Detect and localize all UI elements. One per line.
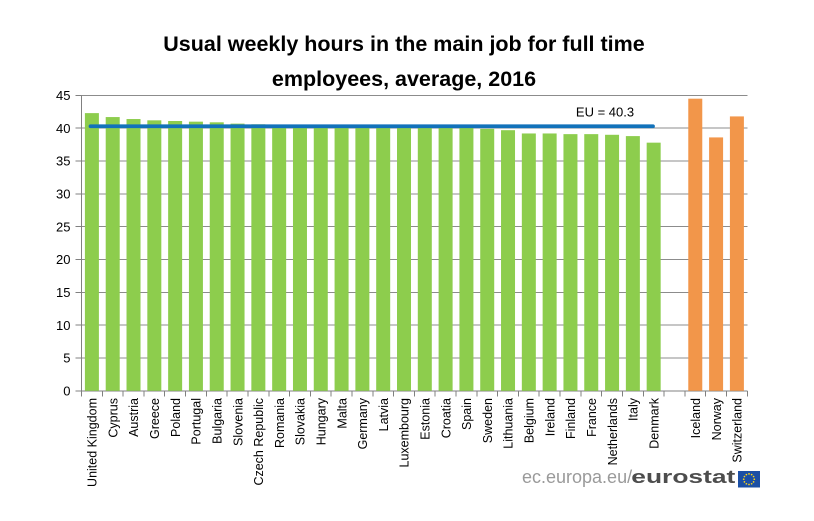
- svg-text:Portugal: Portugal: [190, 398, 204, 445]
- svg-text:40: 40: [56, 121, 70, 136]
- svg-text:5: 5: [63, 351, 70, 366]
- svg-text:United Kingdom: United Kingdom: [86, 398, 100, 487]
- svg-text:Finland: Finland: [564, 398, 578, 439]
- svg-text:Switzerland: Switzerland: [731, 398, 745, 463]
- svg-text:Poland: Poland: [169, 398, 183, 437]
- svg-text:France: France: [585, 398, 599, 437]
- svg-text:Luxembourg: Luxembourg: [398, 398, 412, 468]
- svg-text:Belgium: Belgium: [523, 398, 537, 443]
- svg-text:35: 35: [56, 154, 70, 169]
- svg-text:Denmark: Denmark: [647, 397, 661, 448]
- svg-text:Croatia: Croatia: [439, 398, 453, 438]
- svg-text:Sweden: Sweden: [481, 398, 495, 443]
- svg-text:30: 30: [56, 186, 70, 201]
- svg-text:Slovakia: Slovakia: [294, 398, 308, 445]
- svg-text:Germany: Germany: [356, 397, 370, 449]
- svg-text:Estonia: Estonia: [419, 398, 433, 440]
- svg-text:0: 0: [63, 383, 70, 398]
- svg-text:Usual weekly hours in the main: Usual weekly hours in the main job for f…: [163, 32, 644, 56]
- svg-text:Romania: Romania: [273, 398, 287, 448]
- svg-text:Austria: Austria: [127, 398, 141, 437]
- svg-text:Lithuania: Lithuania: [502, 398, 516, 449]
- svg-text:Italy: Italy: [627, 397, 641, 421]
- svg-text:Greece: Greece: [148, 398, 162, 439]
- svg-text:Bulgaria: Bulgaria: [210, 398, 224, 444]
- svg-text:Hungary: Hungary: [314, 397, 328, 445]
- svg-text:20: 20: [56, 252, 70, 267]
- svg-text:Cyprus: Cyprus: [106, 398, 120, 438]
- svg-text:Netherlands: Netherlands: [606, 398, 620, 465]
- svg-text:Latvia: Latvia: [377, 398, 391, 431]
- svg-text:Malta: Malta: [335, 398, 349, 429]
- svg-text:Iceland: Iceland: [689, 398, 703, 438]
- svg-text:EU = 40.3: EU = 40.3: [576, 105, 634, 120]
- svg-text:Ireland: Ireland: [543, 398, 557, 436]
- svg-text:Spain: Spain: [460, 398, 474, 430]
- svg-text:45: 45: [56, 88, 70, 103]
- svg-text:Norway: Norway: [710, 397, 724, 440]
- svg-text:10: 10: [56, 318, 70, 333]
- svg-text:Czech Republic: Czech Republic: [252, 398, 266, 486]
- svg-text:employees, average, 2016: employees, average, 2016: [272, 67, 536, 91]
- svg-text:Slovenia: Slovenia: [231, 398, 245, 446]
- svg-text:15: 15: [56, 285, 70, 300]
- svg-text:ec.europa.eu/eurostat: ec.europa.eu/eurostat: [522, 467, 735, 487]
- svg-text:25: 25: [56, 219, 70, 234]
